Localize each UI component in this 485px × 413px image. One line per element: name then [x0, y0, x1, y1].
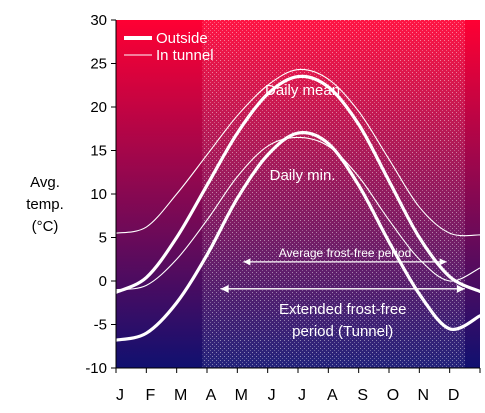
y-tick-label: 30 [90, 12, 107, 29]
extended-frost-free-arrowhead-left [220, 284, 229, 293]
y-axis-label-line-1: Avg. [30, 174, 60, 191]
average-frost-free-arrowhead-right [439, 258, 447, 266]
frost-free-band [202, 20, 465, 368]
x-tick-label: M [235, 387, 248, 404]
average-frost-free-arrowhead-left [243, 258, 251, 266]
x-tick-label: A [327, 387, 338, 404]
x-tick-label: F [145, 387, 155, 404]
annotation-extended-frost-free-line-1: Extended frost-free [279, 301, 407, 318]
y-axis-label-line-2: temp. [26, 196, 64, 213]
x-tick-label: J [268, 387, 276, 404]
y-tick-label: 25 [90, 56, 107, 73]
annotation-daily-min: Daily min. [270, 167, 336, 184]
y-tick-label: -5 [94, 317, 107, 334]
series-line-daily-mean-in-tunnel [115, 68, 481, 237]
series-line-daily-min-in-tunnel [115, 136, 481, 291]
y-tick-label: 15 [90, 143, 107, 160]
y-tick-label: 10 [90, 186, 107, 203]
extended-frost-free-arrowhead-right [456, 284, 465, 293]
legend-label-in-tunnel: In tunnel [156, 47, 214, 64]
y-axis-label: Avg. temp. (°C) [14, 172, 76, 238]
x-tick-label: O [387, 387, 399, 404]
legend-label-outside: Outside [156, 30, 208, 47]
annotation-average-frost-free: Average frost-free period [279, 246, 412, 260]
annotation-daily-mean: Daily mean [265, 82, 340, 99]
series-line-daily-min-outside [114, 131, 482, 342]
x-tick-label: D [448, 387, 460, 404]
x-tick-label: S [357, 387, 368, 404]
annotation-extended-frost-free-line-2: period (Tunnel) [292, 323, 393, 340]
y-tick-label: 5 [99, 230, 107, 247]
x-tick-label: N [418, 387, 430, 404]
x-tick-label: A [206, 387, 217, 404]
x-tick-label: J [298, 387, 306, 404]
series-line-daily-mean-outside [114, 74, 482, 294]
y-tick-label: 0 [99, 273, 107, 290]
y-tick-label: 20 [90, 99, 107, 116]
y-axis-label-line-3: (°C) [31, 218, 59, 235]
x-tick-label: J [116, 387, 124, 404]
x-tick-label: M [174, 387, 187, 404]
y-tick-label: -10 [85, 360, 107, 377]
